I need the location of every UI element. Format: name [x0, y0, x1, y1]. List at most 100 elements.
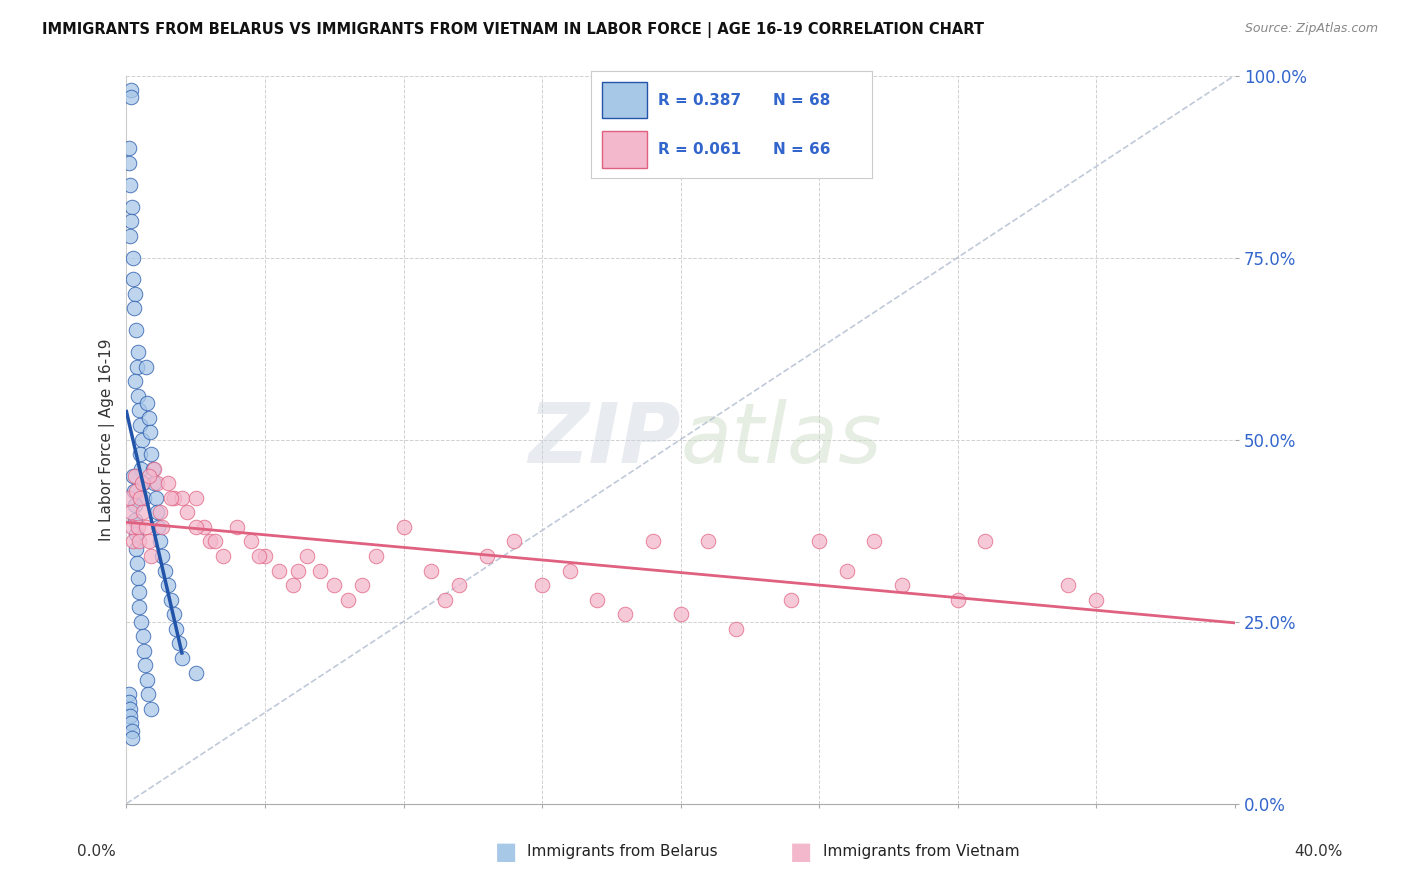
Point: [146, 505, 169, 519]
Point: [121, 251, 143, 265]
Point: [138, 410, 160, 425]
Point: [128, 599, 150, 614]
Point: [176, 505, 198, 519]
Point: [120, 90, 142, 104]
Point: [1057, 578, 1080, 592]
Point: [120, 709, 142, 723]
Point: [132, 505, 155, 519]
Point: [184, 491, 207, 505]
Text: Immigrants from Vietnam: Immigrants from Vietnam: [823, 845, 1019, 859]
Point: [159, 491, 181, 505]
Point: [167, 636, 190, 650]
Point: [120, 214, 142, 228]
Point: [198, 534, 221, 549]
Text: IMMIGRANTS FROM BELARUS VS IMMIGRANTS FROM VIETNAM IN LABOR FORCE | AGE 16-19 CO: IMMIGRANTS FROM BELARUS VS IMMIGRANTS FR…: [42, 22, 984, 38]
Point: [118, 156, 141, 170]
Point: [808, 534, 831, 549]
Point: [364, 549, 387, 563]
Point: [141, 549, 163, 563]
Point: [309, 564, 332, 578]
Point: [124, 513, 146, 527]
Point: [118, 141, 141, 155]
Point: [120, 228, 142, 243]
Point: [136, 396, 159, 410]
Point: [531, 578, 554, 592]
Point: [125, 359, 148, 374]
Point: [122, 272, 145, 286]
Point: [891, 578, 914, 592]
Point: [184, 665, 207, 680]
Point: [120, 716, 142, 731]
Point: [143, 461, 166, 475]
Point: [124, 527, 146, 541]
Text: 0.0%: 0.0%: [77, 845, 117, 859]
Point: [157, 578, 180, 592]
Point: [131, 433, 153, 447]
Point: [159, 592, 181, 607]
Point: [148, 520, 170, 534]
Point: [295, 549, 318, 563]
Point: [149, 534, 172, 549]
Text: N = 68: N = 68: [773, 93, 831, 108]
Point: [447, 578, 470, 592]
Point: [118, 702, 141, 716]
Point: [135, 359, 157, 374]
Text: ■: ■: [495, 840, 517, 863]
Point: [152, 520, 174, 534]
Point: [139, 425, 162, 440]
Point: [138, 534, 160, 549]
Point: [134, 491, 156, 505]
Point: [127, 557, 149, 571]
Point: [120, 83, 142, 97]
Point: [475, 549, 498, 563]
Text: R = 0.387: R = 0.387: [658, 93, 741, 108]
Text: ■: ■: [790, 840, 813, 863]
Point: [1085, 592, 1108, 607]
Point: [863, 534, 886, 549]
Point: [614, 607, 637, 622]
Bar: [602, 82, 647, 119]
Point: [125, 323, 148, 337]
Text: ZIP: ZIP: [527, 399, 681, 480]
Point: [129, 615, 152, 629]
Point: [128, 447, 150, 461]
Point: [135, 520, 157, 534]
Text: atlas: atlas: [681, 399, 882, 480]
Point: [139, 702, 162, 716]
Point: [127, 520, 149, 534]
Text: Immigrants from Belarus: Immigrants from Belarus: [527, 845, 718, 859]
Point: [124, 498, 146, 512]
Point: [125, 483, 148, 498]
Point: [125, 541, 148, 556]
Point: [121, 723, 143, 738]
Point: [132, 476, 155, 491]
Point: [121, 520, 143, 534]
Point: [118, 491, 141, 505]
Point: [127, 345, 149, 359]
Text: N = 66: N = 66: [773, 142, 831, 157]
Point: [135, 673, 157, 687]
Point: [134, 658, 156, 673]
Text: Source: ZipAtlas.com: Source: ZipAtlas.com: [1244, 22, 1378, 36]
Point: [835, 564, 858, 578]
Point: [974, 534, 997, 549]
Point: [253, 549, 276, 563]
Point: [170, 651, 193, 665]
Point: [131, 629, 153, 643]
Point: [149, 505, 172, 519]
Point: [120, 505, 142, 519]
Point: [170, 491, 193, 505]
Point: [124, 374, 146, 388]
Point: [193, 520, 215, 534]
Point: [184, 520, 207, 534]
Point: [129, 461, 152, 475]
Point: [141, 447, 163, 461]
Point: [641, 534, 664, 549]
Point: [434, 592, 457, 607]
Point: [118, 695, 141, 709]
Point: [136, 687, 159, 701]
Point: [323, 578, 346, 592]
Text: R = 0.061: R = 0.061: [658, 142, 741, 157]
Point: [503, 534, 526, 549]
Point: [128, 534, 150, 549]
